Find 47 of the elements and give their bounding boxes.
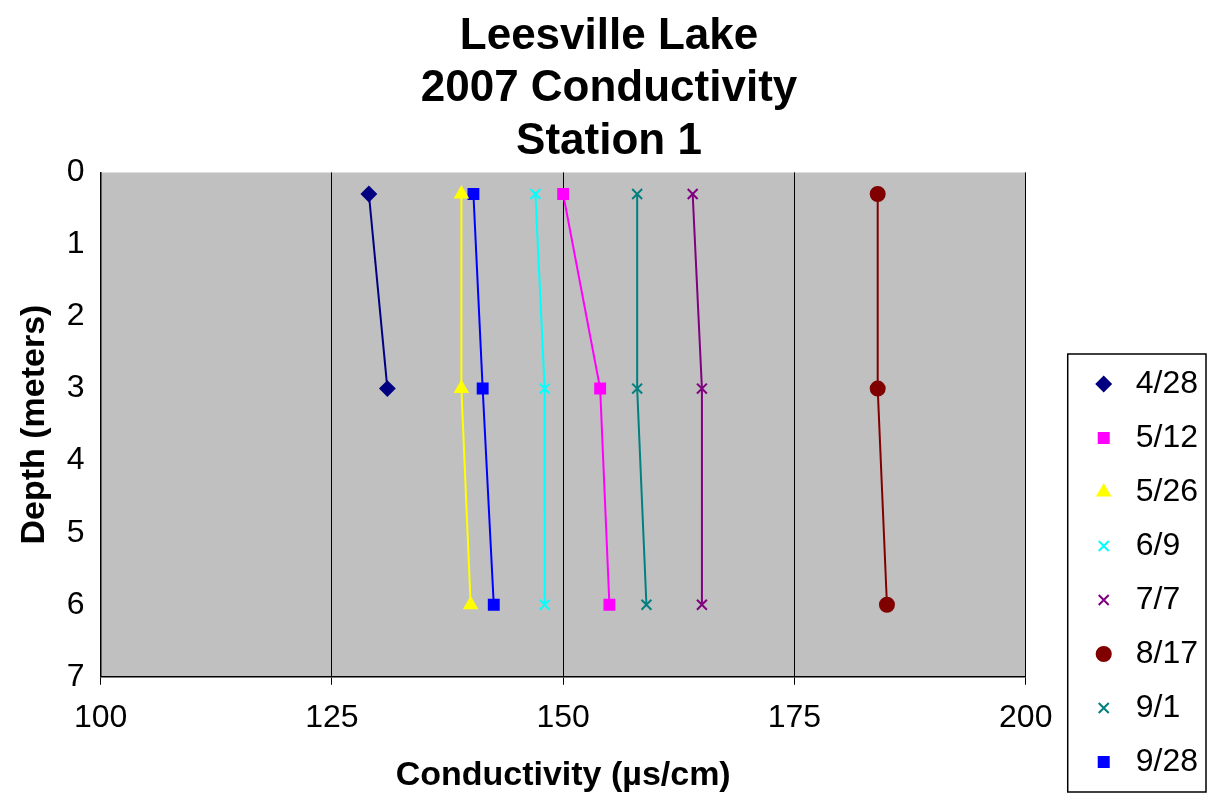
point	[487, 598, 500, 611]
point	[594, 382, 607, 395]
point	[467, 188, 480, 200]
point	[869, 380, 886, 397]
y-tick-label: 4	[66, 440, 85, 477]
legend-label: 9/1	[1135, 687, 1181, 724]
y-tick-label: 3	[66, 368, 85, 405]
legend-label: 5/12	[1135, 417, 1198, 454]
point	[557, 188, 570, 200]
point	[538, 598, 551, 611]
point	[640, 598, 653, 611]
y-tick-label: 2	[66, 296, 85, 333]
point	[631, 382, 644, 395]
x-tick-label: 100	[73, 697, 128, 734]
y-tick-label: 0	[66, 152, 85, 189]
point	[463, 596, 478, 610]
y-axis-title: Depth (meters)	[12, 304, 51, 545]
y-tick-label: 5	[66, 512, 85, 549]
x-axis-title: Conductivity (µs/cm)	[395, 753, 731, 792]
point	[529, 188, 542, 200]
point	[878, 596, 895, 613]
x-tick-label: 175	[767, 697, 822, 734]
point	[538, 382, 551, 395]
point	[476, 382, 489, 395]
point	[360, 186, 377, 203]
point	[869, 186, 886, 203]
point	[454, 380, 469, 394]
x-tick-label: 200	[999, 697, 1053, 734]
point	[695, 598, 708, 611]
point	[379, 380, 396, 397]
x-tick-label: 125	[305, 697, 359, 734]
legend-label: 7/7	[1135, 579, 1181, 616]
chart-title: Leesville Lake 2007 Conductivity Station 1	[420, 8, 798, 164]
legend-label: 6/9	[1135, 525, 1181, 562]
legend-label: 9/28	[1135, 741, 1198, 778]
point	[631, 188, 644, 200]
legend-label: 8/17	[1135, 633, 1198, 670]
point	[695, 382, 708, 395]
y-tick-label: 6	[66, 584, 85, 621]
point	[686, 188, 699, 200]
point	[454, 186, 469, 199]
y-tick-label: 1	[66, 224, 85, 261]
x-tick-label: 150	[536, 697, 590, 734]
legend-label: 5/26	[1135, 471, 1198, 508]
point	[603, 598, 616, 611]
y-tick-label: 7	[66, 656, 85, 693]
legend-label: 4/28	[1135, 363, 1198, 400]
